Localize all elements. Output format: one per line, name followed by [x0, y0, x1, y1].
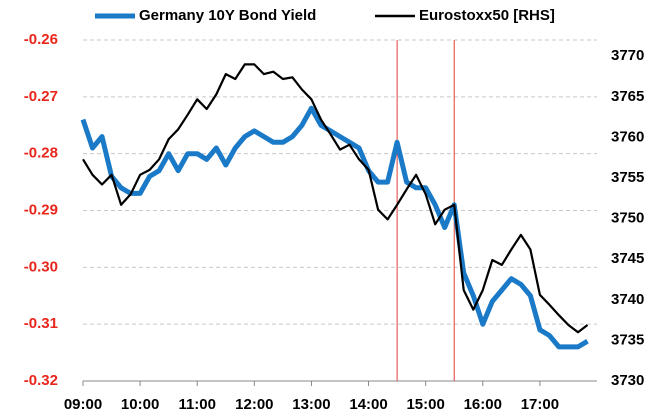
y2-tick-label: 3730 — [611, 372, 644, 389]
x-tick-label: 16:00 — [464, 396, 502, 413]
y-tick-label: -0.32 — [24, 372, 58, 389]
x-tick-label: 11:00 — [178, 396, 216, 413]
x-tick-label: 10:00 — [121, 396, 159, 413]
y-tick-label: -0.26 — [24, 31, 58, 48]
x-tick-label: 09:00 — [64, 396, 102, 413]
x-tick-label: 12:00 — [235, 396, 273, 413]
legend-label: Germany 10Y Bond Yield — [139, 7, 316, 24]
y2-tick-label: 3745 — [611, 250, 644, 267]
y2-tick-label: 3740 — [611, 291, 644, 308]
x-tick-label: 17:00 — [521, 396, 559, 413]
x-tick-label: 14:00 — [349, 396, 387, 413]
y2-tick-label: 3765 — [611, 88, 644, 105]
x-tick-label: 13:00 — [292, 396, 330, 413]
y-tick-label: -0.31 — [24, 315, 58, 332]
y-tick-label: -0.29 — [24, 201, 58, 218]
y-tick-label: -0.27 — [24, 88, 58, 105]
y-tick-label: -0.28 — [24, 145, 58, 162]
series-line — [80, 105, 589, 350]
series-line — [82, 63, 589, 334]
y-tick-label: -0.30 — [24, 258, 58, 275]
y2-tick-label: 3735 — [611, 331, 644, 348]
y2-tick-label: 3750 — [611, 210, 644, 227]
y2-tick-label: 3760 — [611, 128, 644, 145]
y2-tick-label: 3755 — [611, 169, 644, 186]
y2-tick-label: 3770 — [611, 47, 644, 64]
legend-label: Eurostoxx50 [RHS] — [419, 7, 555, 24]
x-tick-label: 15:00 — [406, 396, 444, 413]
